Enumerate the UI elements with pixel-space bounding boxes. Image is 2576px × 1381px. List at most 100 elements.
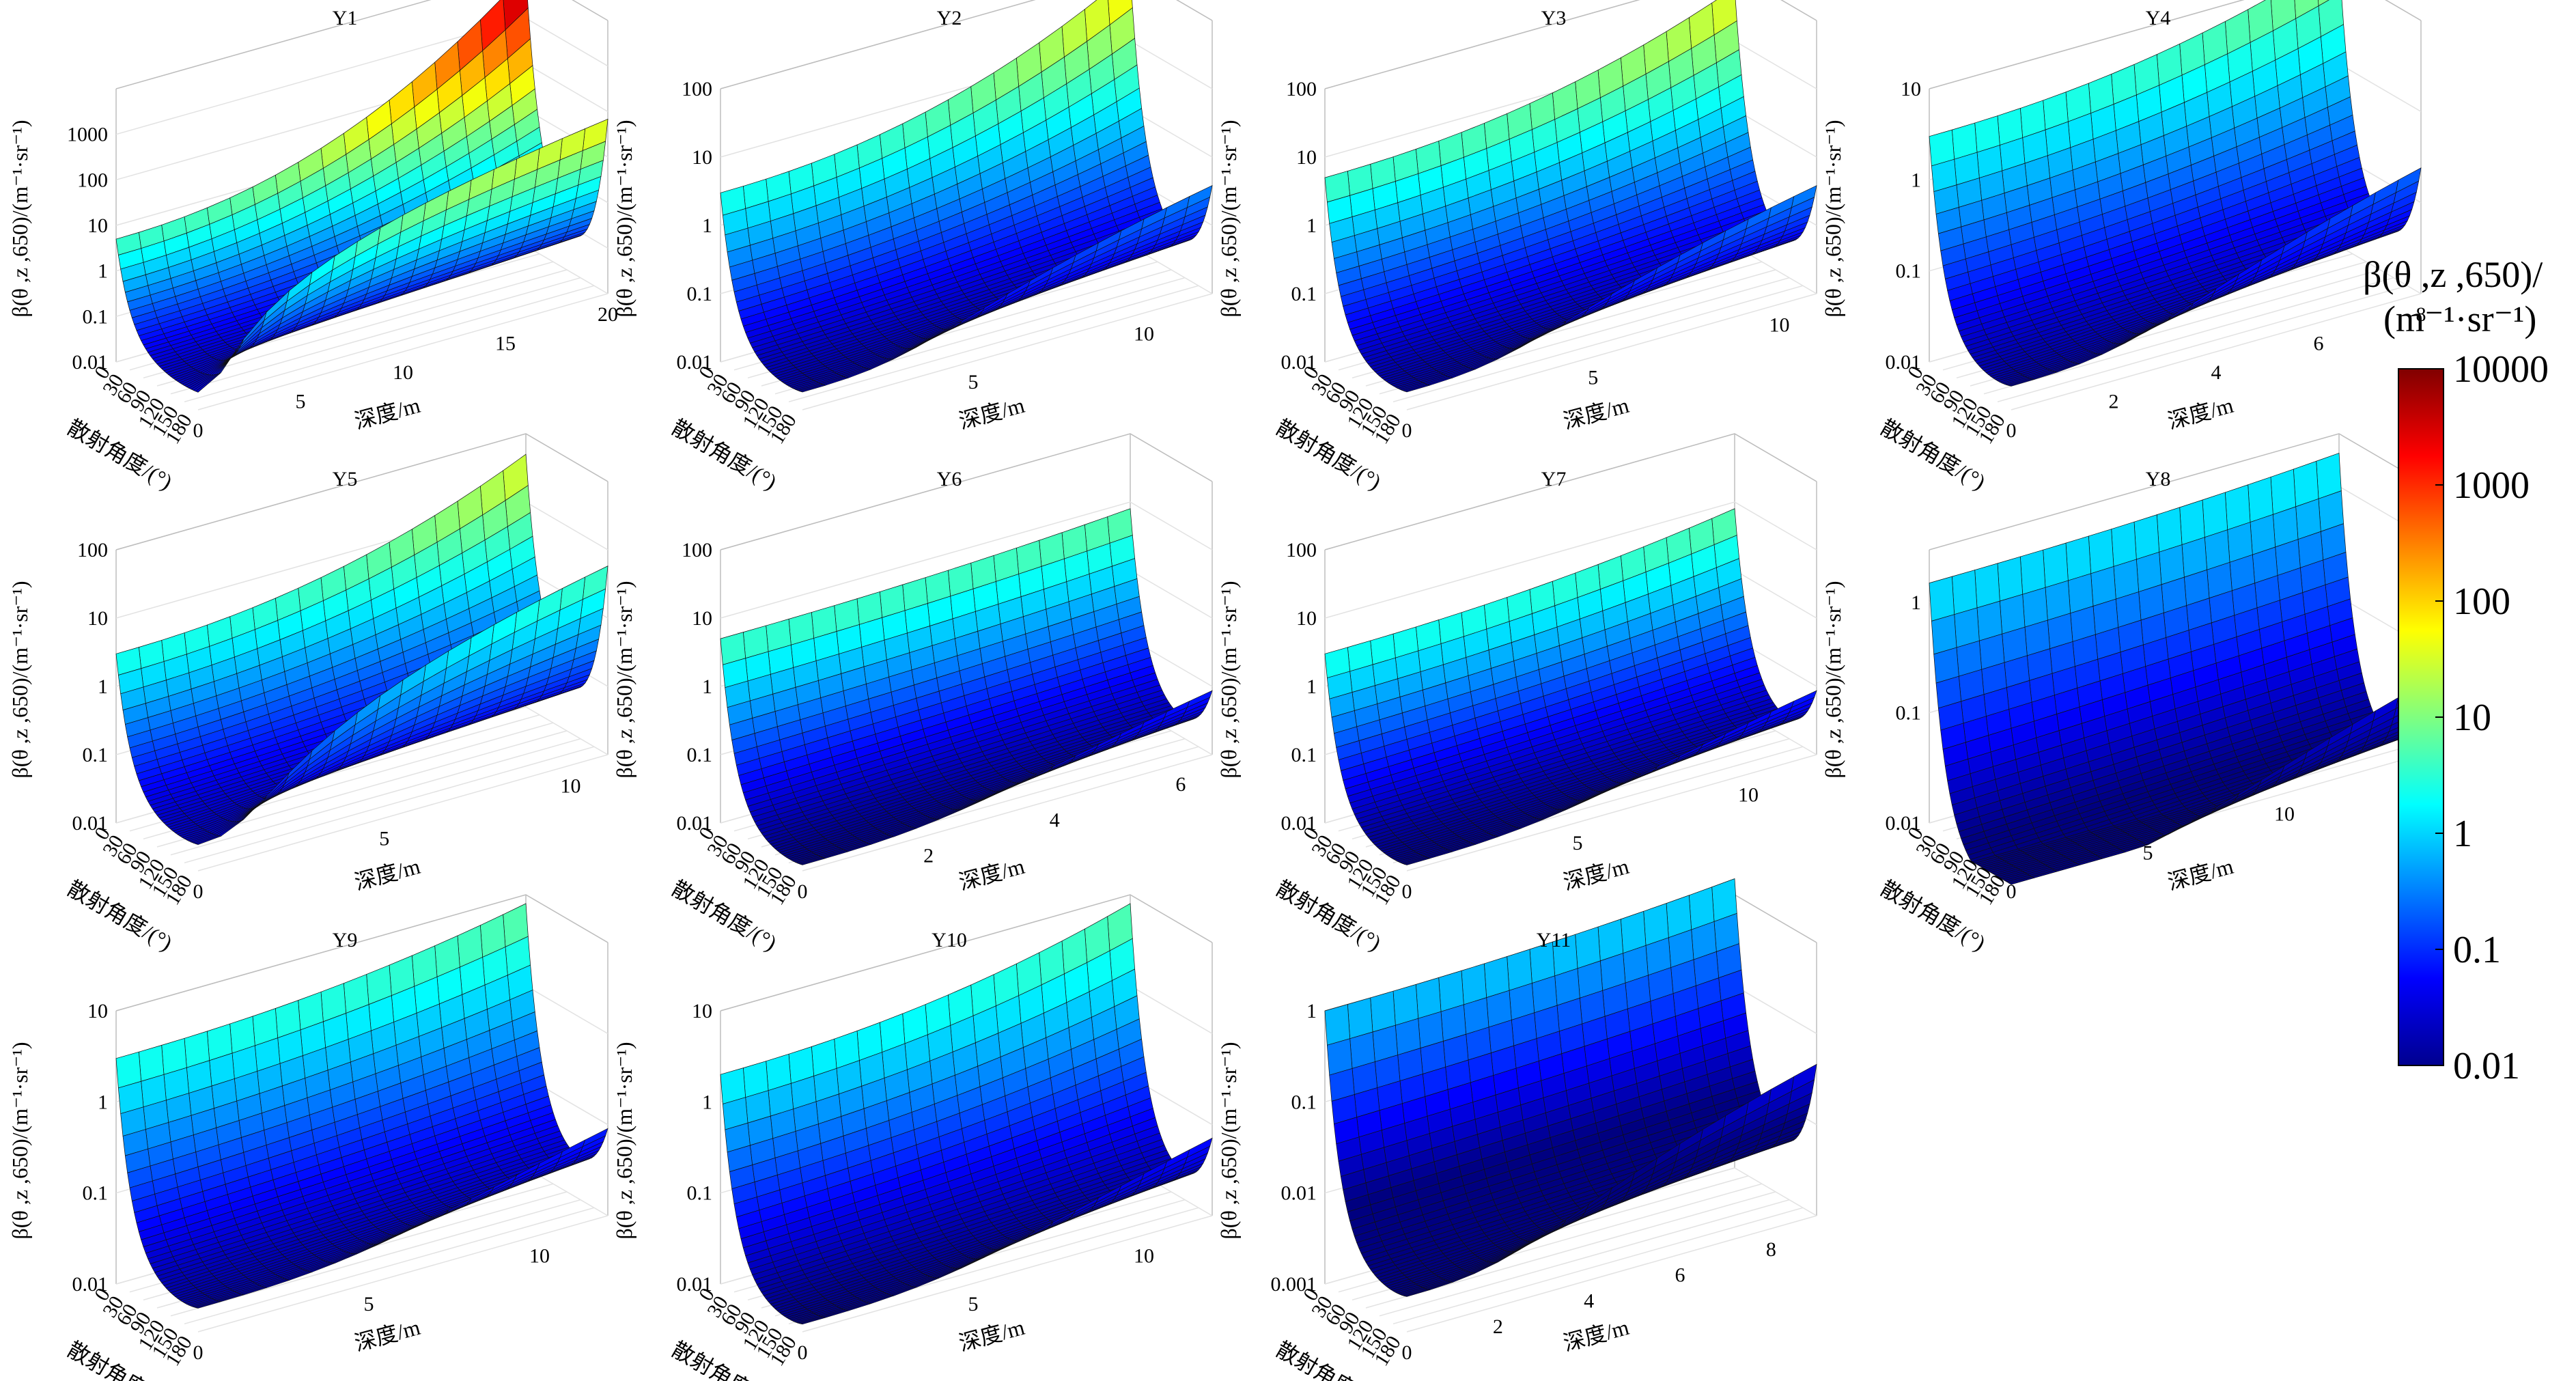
- z-tick-label: 100: [1286, 539, 1317, 561]
- depth-tick-label: 2: [923, 845, 934, 867]
- depth-tick-label: 4: [2211, 361, 2222, 384]
- panel-title: Y4: [2146, 7, 2171, 29]
- panels-layer: Y10.010.11101001000030609012015018005101…: [8, 0, 2431, 1381]
- surface-patch: [799, 384, 826, 393]
- z-tick-label: 10: [1901, 78, 1921, 100]
- z-axis-label: β(θ ,z ,650)/(m⁻¹·sr⁻¹): [612, 120, 636, 318]
- surface: [720, 0, 1213, 393]
- z-tick-label: 1: [98, 675, 108, 698]
- surface: [1929, 452, 2422, 885]
- z-tick-label: 0.1: [1291, 283, 1317, 305]
- z-tick-label: 1000: [67, 124, 108, 146]
- panel-title: Y1: [333, 7, 358, 29]
- z-tick-label: 1: [1306, 675, 1317, 698]
- surface-patch: [2224, 484, 2251, 531]
- z-tick-label: 0.01: [677, 351, 713, 374]
- z-tick-label: 10: [87, 607, 108, 630]
- z-tick-label: 100: [77, 169, 108, 191]
- panel-title: Y2: [937, 7, 962, 29]
- z-tick-label: 10: [692, 607, 712, 630]
- depth-tick-label: 10: [1738, 783, 1759, 806]
- y-axis-label: 深度/m: [956, 854, 1027, 895]
- depth-tick-label: 6: [1175, 773, 1186, 796]
- z-axis-label: β(θ ,z ,650)/(m⁻¹·sr⁻¹): [1216, 581, 1241, 779]
- depth-tick-label: 5: [296, 391, 306, 413]
- depth-tick-label: 0: [798, 880, 808, 903]
- depth-tick-label: 0: [1402, 419, 1412, 442]
- z-axis-label: β(θ ,z ,650)/(m⁻¹·sr⁻¹): [8, 120, 32, 318]
- depth-tick-label: 0: [193, 880, 204, 903]
- surface-patch: [2270, 469, 2297, 515]
- z-tick-label: 1: [98, 260, 108, 283]
- y-axis-label: 深度/m: [1560, 393, 1632, 434]
- z-tick-label: 1: [702, 675, 712, 698]
- y-axis-label: 深度/m: [1560, 854, 1632, 895]
- y-axis-label: 深度/m: [2165, 393, 2236, 434]
- surface-patch: [1403, 384, 1431, 393]
- depth-tick-label: 10: [1134, 322, 1154, 345]
- z-tick-label: 10: [692, 146, 712, 169]
- z-tick-label: 1: [1306, 214, 1317, 237]
- z-tick-label: 1: [702, 214, 712, 237]
- z-axis-label: β(θ ,z ,650)/(m⁻¹·sr⁻¹): [1821, 120, 1845, 318]
- z-tick-label: 0.1: [83, 305, 109, 328]
- panel-title: Y6: [937, 468, 962, 490]
- z-axis-label: β(θ ,z ,650)/(m⁻¹·sr⁻¹): [8, 581, 32, 779]
- z-tick-label: 10: [1296, 146, 1317, 169]
- surface-patch: [2248, 476, 2273, 523]
- depth-tick-label: 5: [968, 371, 979, 393]
- y-axis-label: 深度/m: [352, 854, 423, 895]
- depth-tick-label: 10: [560, 775, 580, 797]
- surface: [720, 508, 1213, 865]
- depth-tick-label: 15: [495, 333, 516, 355]
- z-tick-label: 100: [682, 539, 712, 561]
- panel-title: Y3: [1541, 7, 1567, 29]
- depth-tick-label: 0: [1402, 880, 1412, 903]
- depth-tick-label: 10: [393, 361, 413, 384]
- z-tick-label: 100: [1286, 78, 1317, 100]
- depth-tick-label: 20: [598, 303, 618, 326]
- panel-title: Y7: [1541, 468, 1567, 490]
- z-tick-label: 1: [1911, 169, 1921, 191]
- depth-tick-label: 0: [193, 419, 204, 442]
- surface: [1324, 508, 1817, 865]
- depth-tick-label: 10: [1769, 313, 1789, 336]
- z-tick-label: 0.01: [1281, 351, 1317, 374]
- depth-tick-label: 5: [1588, 367, 1598, 389]
- depth-tick-label: 4: [1050, 809, 1060, 831]
- surface-patch: [2202, 492, 2228, 538]
- z-axis-label: β(θ ,z ,650)/(m⁻¹·sr⁻¹): [612, 581, 636, 779]
- z-tick-label: 0.01: [72, 351, 109, 374]
- depth-tick-label: 5: [379, 828, 389, 850]
- depth-tick-label: 0: [2006, 419, 2017, 442]
- depth-tick-label: 5: [1573, 832, 1583, 854]
- z-tick-label: 100: [77, 539, 108, 561]
- panel-y8: Y80.010.110306090120150180051015β(θ ,z ,…: [1821, 433, 2431, 955]
- z-tick-label: 10: [1296, 607, 1317, 630]
- z-tick-label: 0.1: [1291, 744, 1317, 766]
- z-tick-label: 0.1: [83, 744, 109, 766]
- surface-patch: [195, 372, 221, 393]
- z-tick-label: 0.1: [1896, 260, 1922, 283]
- depth-tick-label: 6: [2314, 333, 2324, 355]
- y-axis-label: 深度/m: [352, 393, 423, 434]
- surface: [1324, 0, 1817, 393]
- surface-patch: [2133, 514, 2160, 560]
- surface: [115, 0, 608, 393]
- y-axis-label: 深度/m: [956, 393, 1027, 434]
- z-tick-label: 10: [87, 214, 108, 237]
- surface: [115, 454, 608, 845]
- z-tick-label: 0.1: [687, 744, 713, 766]
- z-axis-label: β(θ ,z ,650)/(m⁻¹·sr⁻¹): [1216, 120, 1241, 318]
- z-tick-label: 0.1: [687, 283, 713, 305]
- surface-patch: [2179, 499, 2205, 546]
- z-tick-label: 100: [682, 78, 712, 100]
- surface-patch: [2156, 507, 2183, 553]
